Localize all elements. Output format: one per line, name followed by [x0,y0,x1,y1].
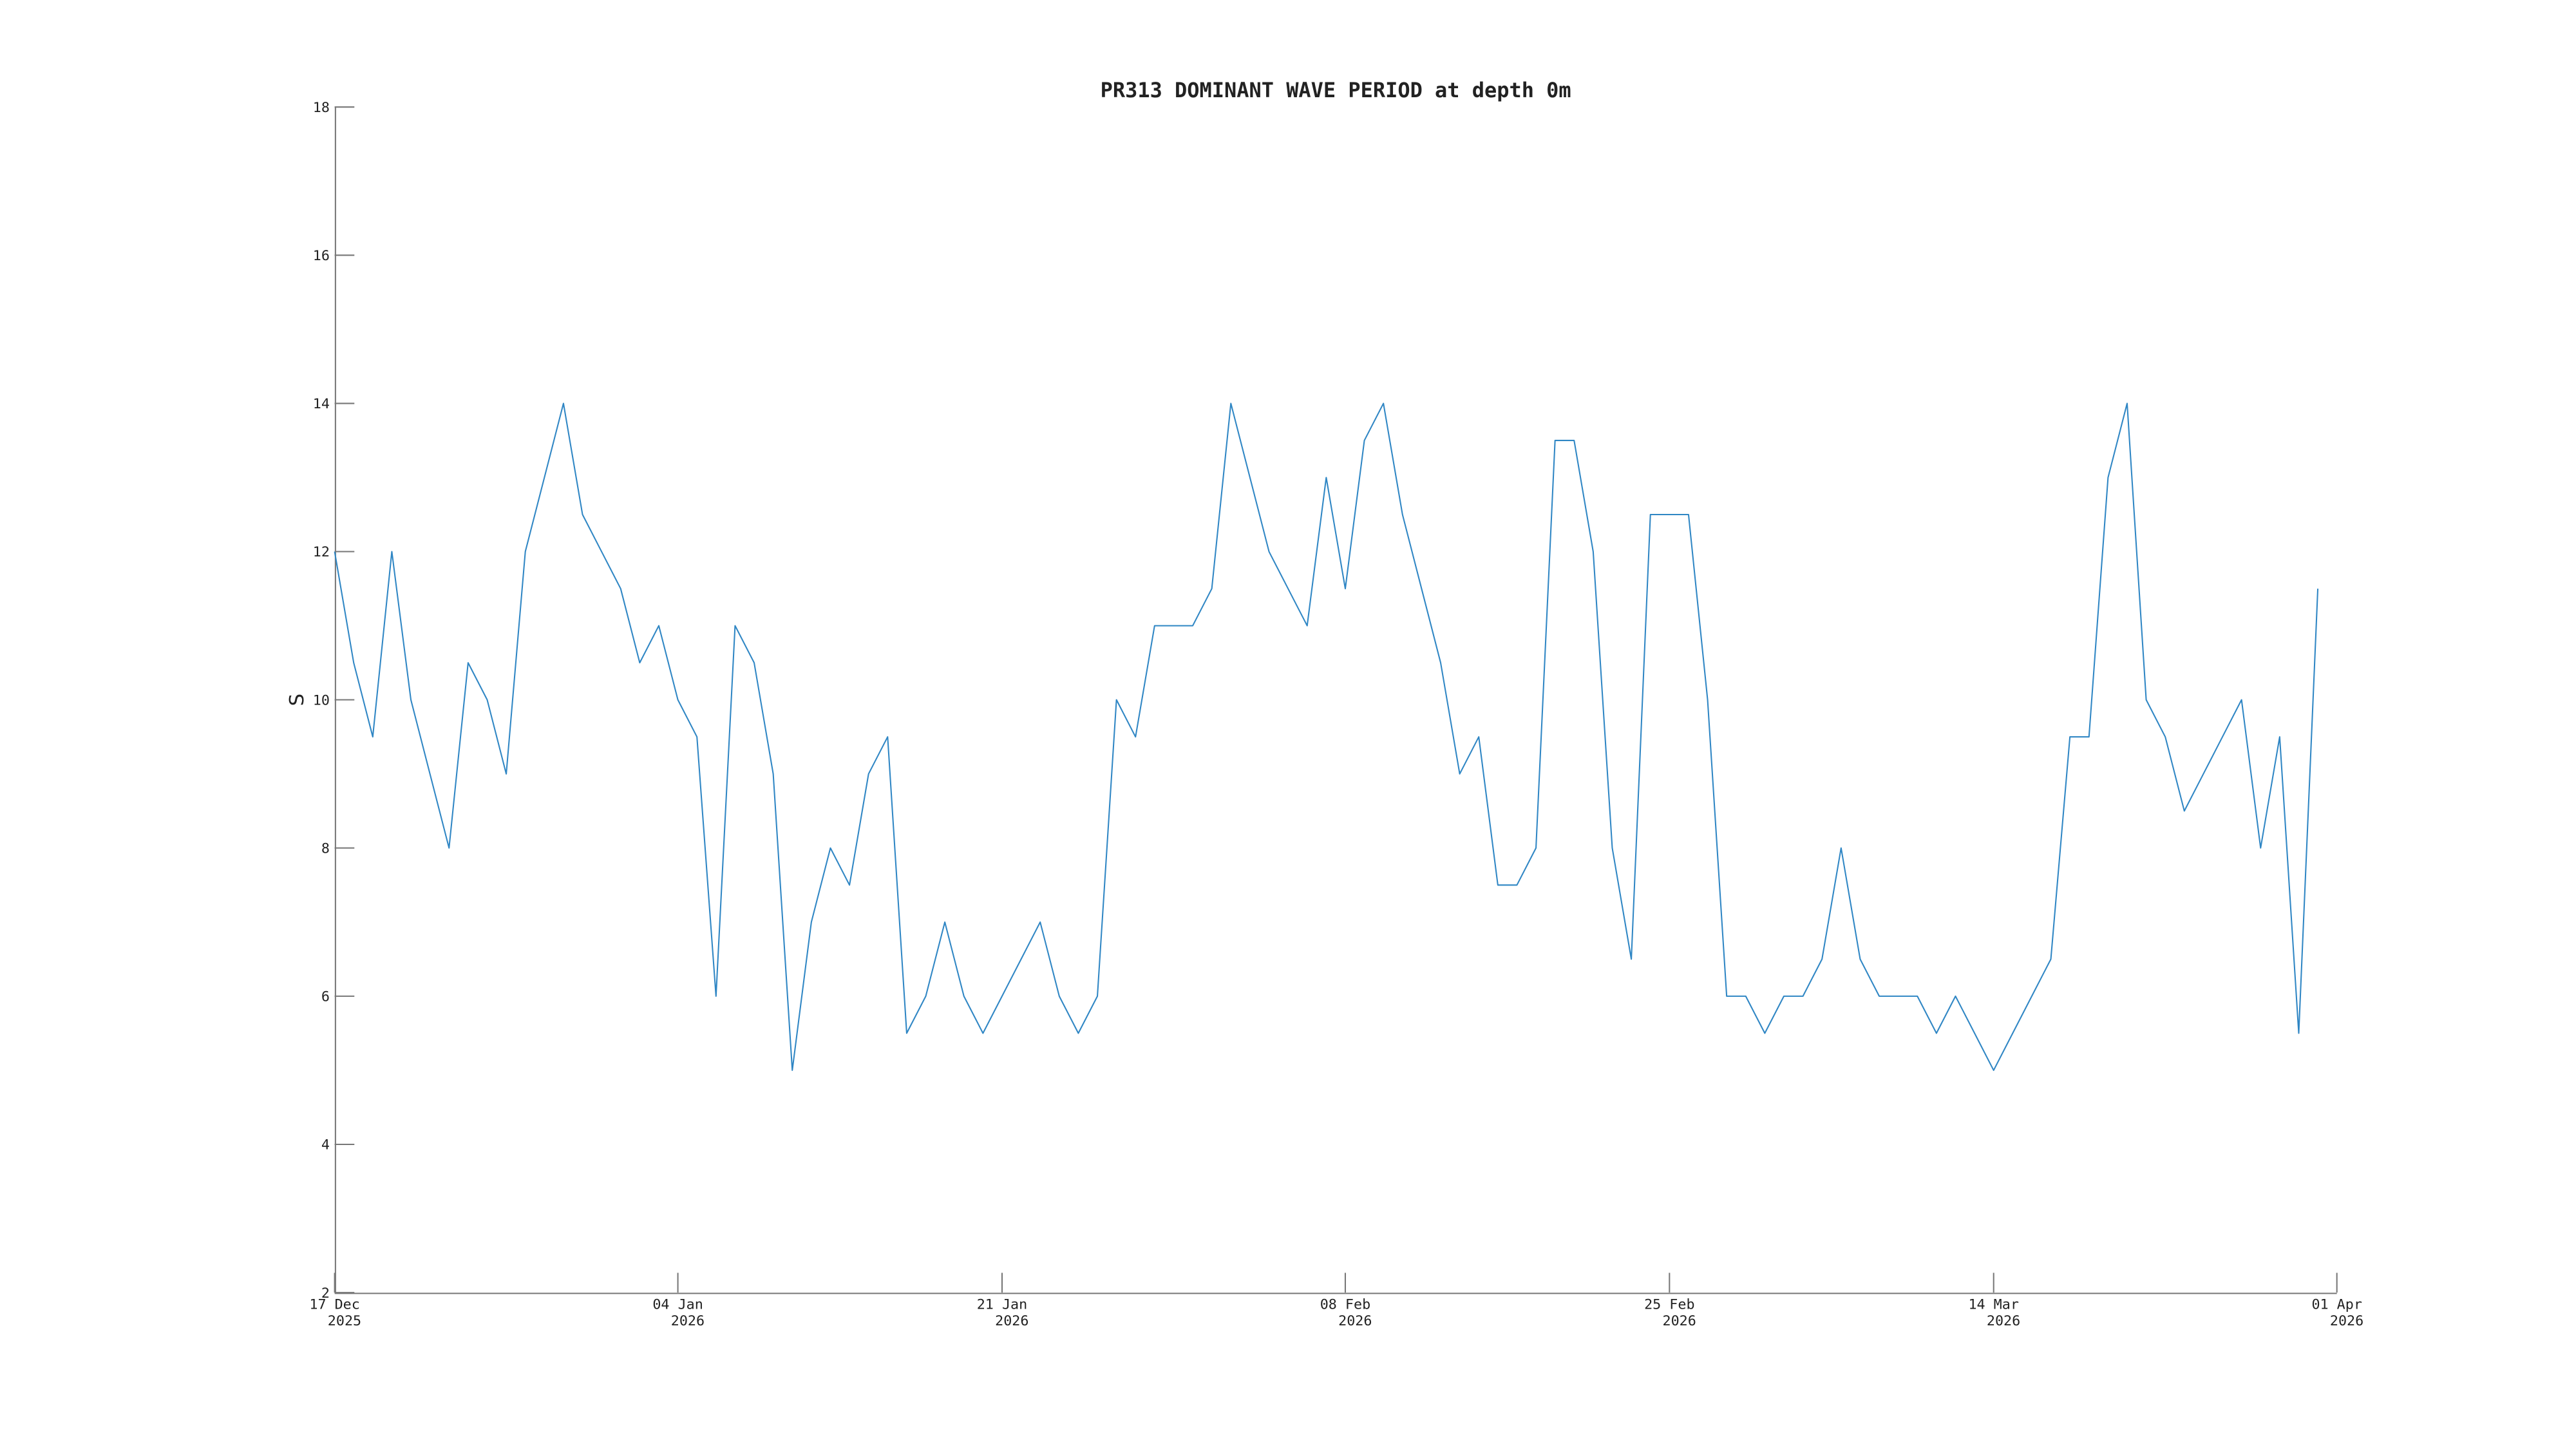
x-tick-label: 25 Feb [1644,1297,1694,1313]
y-tick-label: 14 [313,396,330,412]
x-tick-label-year: 2026 [1987,1313,2020,1329]
y-tick-label: 18 [313,100,330,116]
y-tick-label: 8 [321,840,330,857]
x-tick-label-year: 2026 [2330,1313,2363,1329]
chart-title: PR313 DOMINANT WAVE PERIOD at depth 0m [1101,78,1571,102]
x-tick-label: 21 Jan [977,1297,1027,1313]
x-tick-label-year: 2026 [1338,1313,1372,1329]
x-tick-label: 01 Apr [2311,1297,2362,1313]
y-tick-label: 4 [321,1137,330,1153]
x-tick-label-year: 2026 [1663,1313,1696,1329]
x-tick-label-year: 2026 [671,1313,705,1329]
y-tick-label: 6 [321,989,330,1005]
x-tick-label: 14 Mar [1968,1297,2018,1313]
y-axis-label: S [286,694,308,706]
y-tick-label: 16 [313,248,330,264]
data-line [334,402,2319,1071]
x-tick-label: 04 Jan [652,1297,703,1313]
y-tick-label: 10 [313,692,330,708]
x-tick-label: 08 Feb [1320,1297,1370,1313]
y-tick-label: 12 [313,544,330,560]
x-tick-label-year: 2026 [995,1313,1028,1329]
x-tick-label-year: 2025 [328,1313,361,1329]
x-tick-label: 17 Dec [309,1297,359,1313]
y-tick-label: 2 [321,1285,330,1302]
